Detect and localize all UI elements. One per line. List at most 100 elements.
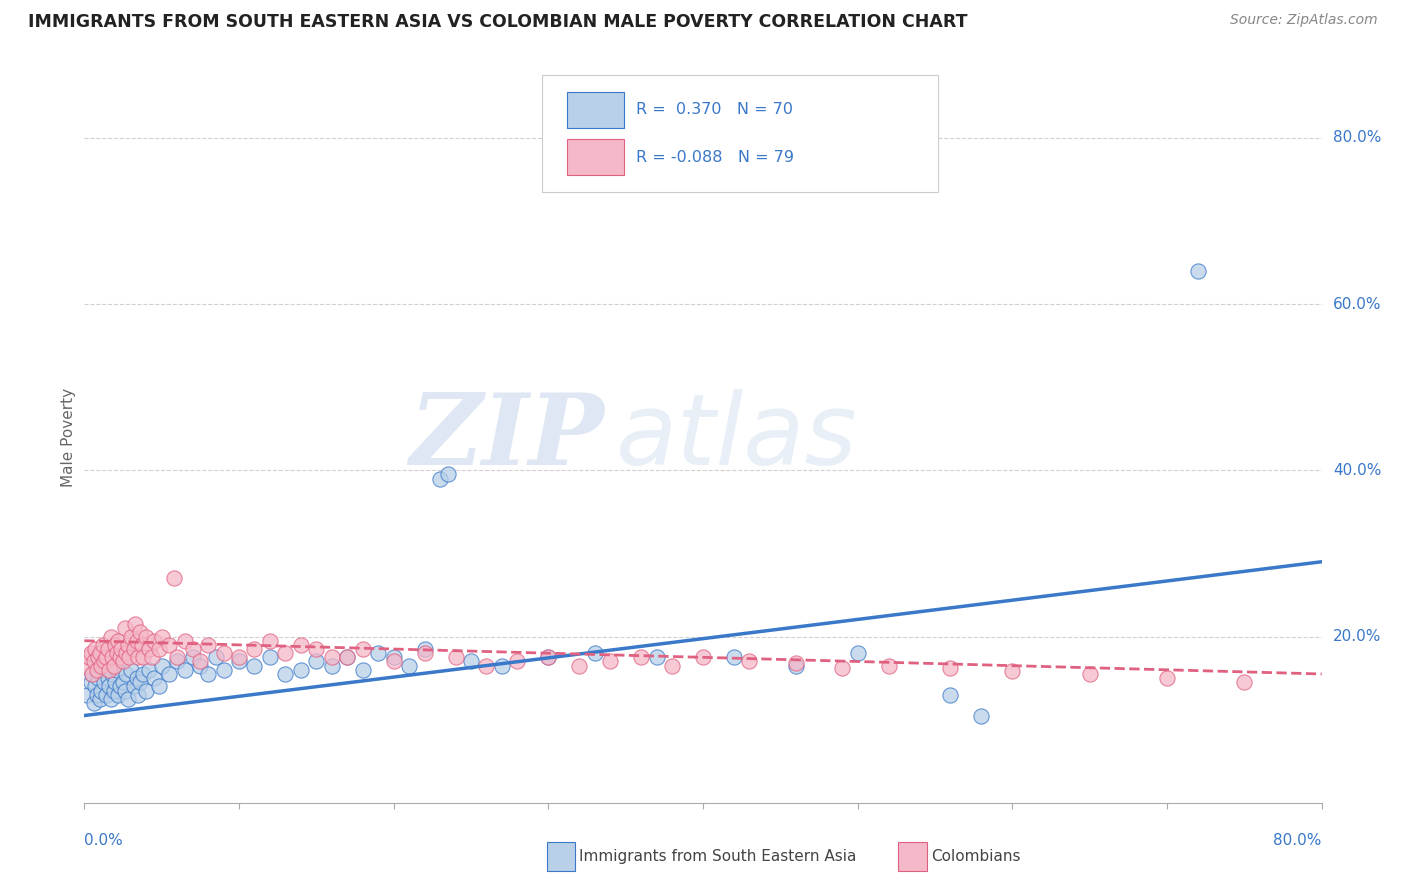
Y-axis label: Male Poverty: Male Poverty: [60, 387, 76, 487]
Point: [135, 683, 157, 698]
Point: [321, 658, 343, 673]
Point: [100, 630, 122, 644]
Point: [112, 675, 135, 690]
Point: [108, 680, 131, 694]
Point: [939, 661, 962, 675]
Point: [785, 656, 807, 670]
Point: [115, 667, 138, 681]
Point: [96, 642, 118, 657]
Text: R = -0.088   N = 79: R = -0.088 N = 79: [636, 150, 794, 165]
Point: [352, 663, 374, 677]
Point: [96, 671, 118, 685]
Point: [243, 658, 266, 673]
Point: [112, 655, 135, 669]
Text: IMMIGRANTS FROM SOUTH EASTERN ASIA VS COLOMBIAN MALE POVERTY CORRELATION CHART: IMMIGRANTS FROM SOUTH EASTERN ASIA VS CO…: [28, 13, 967, 31]
Point: [84, 642, 107, 657]
Text: 60.0%: 60.0%: [1333, 297, 1381, 311]
Point: [86, 688, 108, 702]
FancyBboxPatch shape: [567, 139, 624, 175]
Point: [583, 646, 606, 660]
Point: [243, 642, 266, 657]
Point: [118, 650, 141, 665]
Point: [475, 658, 498, 673]
Point: [877, 658, 900, 673]
Point: [84, 680, 107, 694]
Point: [336, 650, 359, 665]
Point: [148, 642, 170, 657]
Point: [120, 663, 142, 677]
Point: [274, 646, 297, 660]
Point: [645, 650, 668, 665]
Point: [79, 646, 101, 660]
Point: [460, 655, 482, 669]
Point: [120, 630, 142, 644]
Point: [305, 642, 328, 657]
Point: [105, 646, 128, 660]
Point: [125, 633, 148, 648]
Text: Source: ZipAtlas.com: Source: ZipAtlas.com: [1230, 13, 1378, 28]
Point: [1001, 665, 1024, 679]
Point: [89, 646, 111, 660]
Point: [79, 675, 101, 690]
Point: [132, 667, 155, 681]
Point: [117, 638, 139, 652]
Point: [104, 675, 127, 690]
Point: [89, 692, 111, 706]
Point: [90, 658, 112, 673]
Point: [91, 638, 114, 652]
Point: [259, 650, 281, 665]
Text: ZIP: ZIP: [409, 389, 605, 485]
Point: [723, 650, 745, 665]
Text: Colombians: Colombians: [931, 849, 1021, 863]
Text: R =  0.370   N = 70: R = 0.370 N = 70: [636, 103, 793, 118]
FancyBboxPatch shape: [543, 75, 938, 192]
Point: [367, 646, 389, 660]
Point: [138, 642, 160, 657]
Point: [117, 692, 139, 706]
Point: [197, 638, 219, 652]
Point: [491, 658, 513, 673]
Point: [382, 650, 405, 665]
Point: [181, 650, 204, 665]
Point: [939, 688, 962, 702]
Point: [188, 658, 211, 673]
Point: [83, 696, 105, 710]
Point: [93, 655, 115, 669]
Point: [150, 630, 173, 644]
Point: [568, 658, 591, 673]
Point: [1078, 667, 1101, 681]
Point: [141, 650, 163, 665]
Point: [181, 642, 204, 657]
Point: [506, 655, 529, 669]
Point: [132, 650, 155, 665]
Point: [159, 667, 180, 681]
Point: [537, 650, 560, 665]
Point: [105, 663, 128, 677]
Point: [163, 571, 186, 585]
Point: [197, 667, 219, 681]
Point: [970, 708, 993, 723]
Point: [738, 655, 761, 669]
Point: [537, 650, 560, 665]
Point: [122, 680, 145, 694]
Point: [107, 633, 129, 648]
Point: [82, 667, 104, 681]
Point: [125, 671, 148, 685]
Point: [692, 650, 714, 665]
Point: [188, 655, 211, 669]
Point: [785, 658, 807, 673]
Text: 80.0%: 80.0%: [1274, 833, 1322, 848]
Point: [103, 658, 125, 673]
Text: 20.0%: 20.0%: [1333, 629, 1381, 644]
Point: [1233, 675, 1256, 690]
Point: [87, 671, 110, 685]
Point: [1156, 671, 1178, 685]
Point: [127, 650, 149, 665]
Point: [444, 650, 467, 665]
Point: [87, 650, 110, 665]
Point: [107, 688, 129, 702]
Point: [103, 683, 125, 698]
Point: [352, 642, 374, 657]
Point: [82, 667, 104, 681]
Point: [413, 642, 436, 657]
